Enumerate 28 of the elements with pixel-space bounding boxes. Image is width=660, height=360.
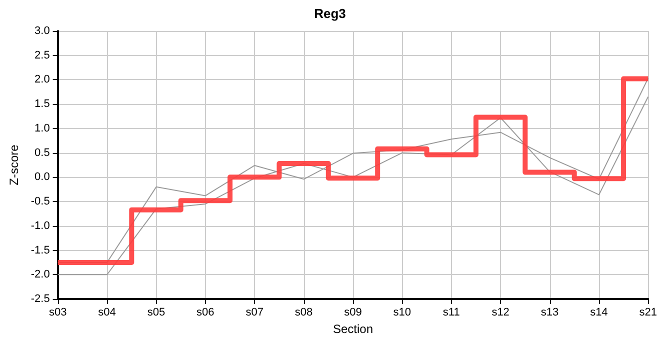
y-tick-label: -1.5 (30, 244, 50, 256)
x-tick-label: s03 (48, 306, 67, 318)
chart-title: Reg3 (314, 6, 346, 21)
y-tick-label: -2.0 (30, 268, 50, 281)
y-tick-label: 1.5 (34, 98, 50, 110)
y-tick-label: 3.0 (34, 25, 50, 37)
y-tick-label: 2.5 (34, 49, 50, 62)
x-tick-label: s14 (590, 306, 608, 318)
x-tick-label: s12 (492, 306, 510, 318)
y-tick-label: 0.0 (34, 171, 50, 184)
x-tick-label: s07 (246, 306, 264, 318)
y-tick-label: -1.0 (30, 220, 50, 232)
x-tick-label: s06 (196, 306, 214, 318)
y-tick-label: -2.5 (30, 293, 50, 305)
x-tick-label: s08 (294, 306, 313, 318)
x-tick-label: s04 (98, 306, 116, 318)
y-tick-label: -0.5 (30, 196, 50, 208)
x-tick-label: s05 (147, 306, 166, 318)
x-tick-label: s10 (393, 306, 412, 318)
x-tick-label: s13 (540, 306, 559, 318)
x-tick-label: s09 (344, 306, 362, 318)
y-axis-title: Z-score (7, 144, 21, 186)
x-axis-title: Section (332, 322, 374, 336)
y-tick-label: 1.0 (34, 122, 50, 134)
y-tick-label: 2.0 (34, 74, 50, 86)
x-tick-label: s21 (639, 306, 658, 318)
x-tick-label: s11 (442, 306, 460, 318)
y-tick-label: 0.5 (34, 146, 50, 159)
